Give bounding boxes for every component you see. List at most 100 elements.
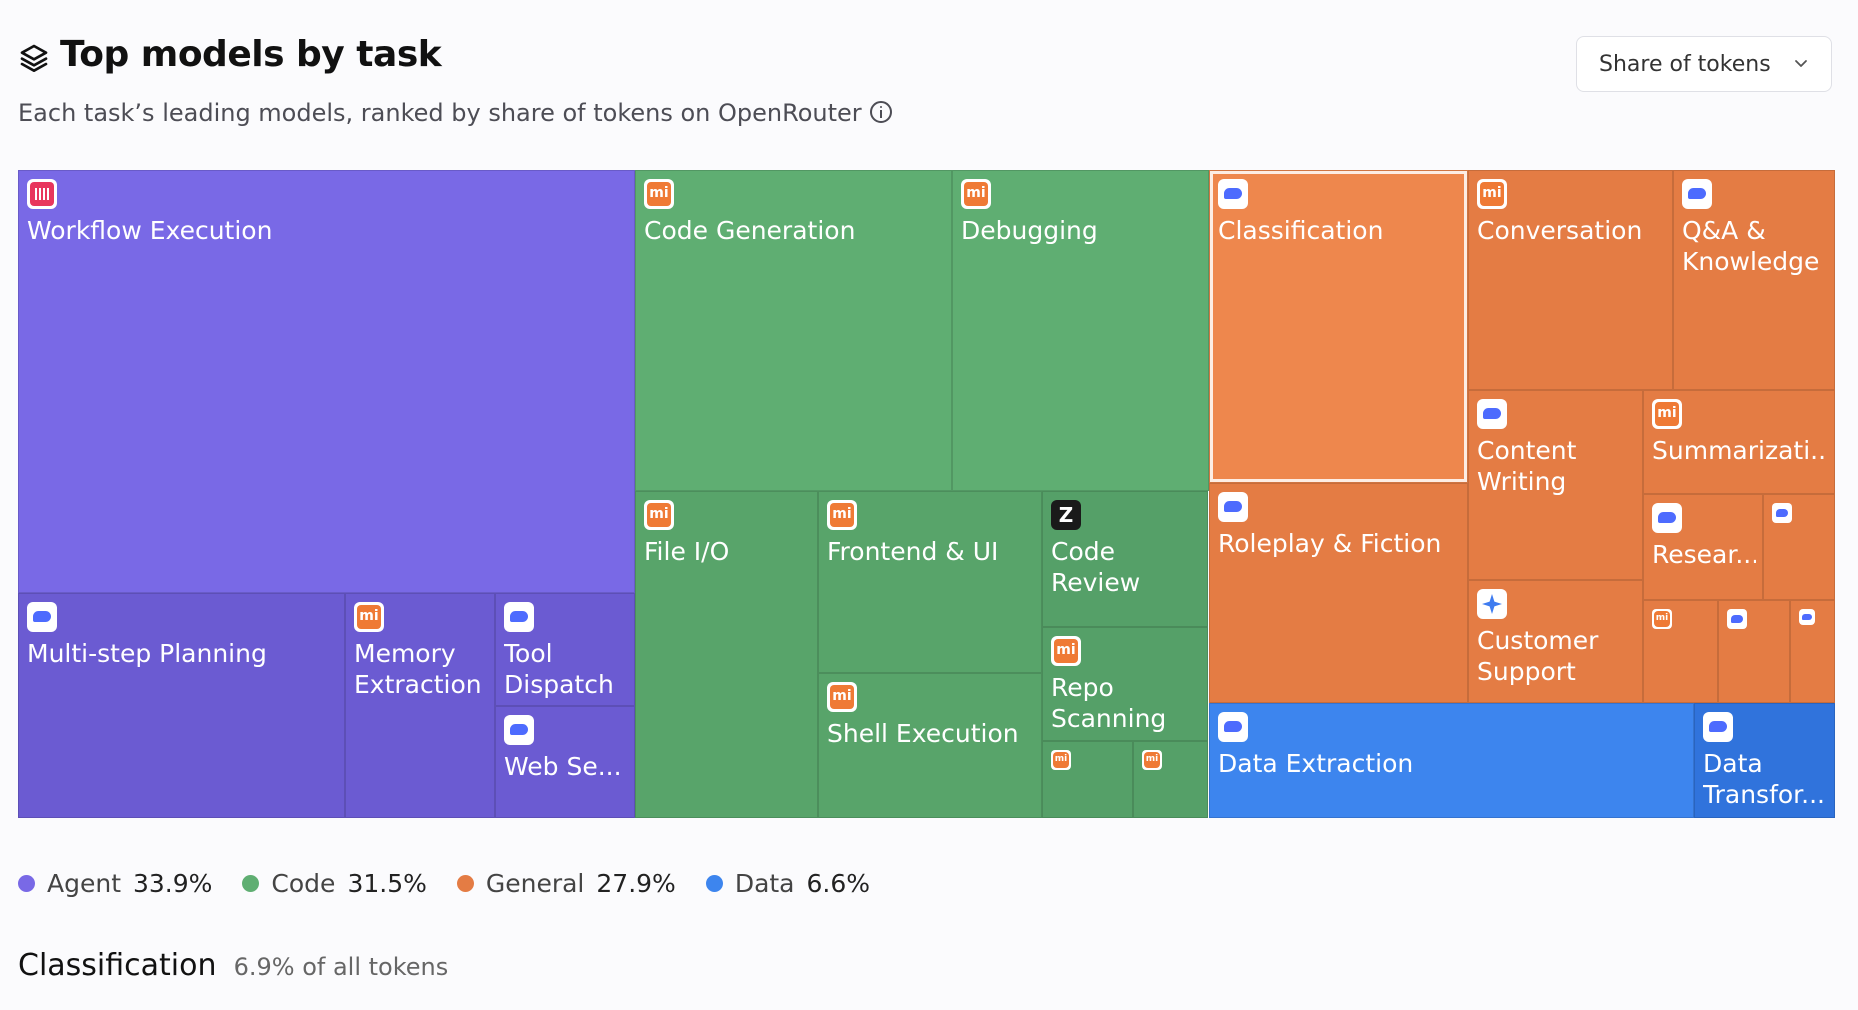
treemap-tile-conversation[interactable]: Conversation — [1468, 170, 1673, 390]
legend-dot — [18, 874, 35, 892]
treemap-tile-web-se[interactable]: Web Se... — [495, 706, 635, 818]
tile-label: Summarizati... — [1652, 436, 1828, 465]
metric-select-value: Share of tokens — [1599, 52, 1771, 77]
treemap-tile-small-12[interactable] — [1042, 741, 1133, 818]
deepseek-whale-icon — [1727, 609, 1747, 629]
deepseek-whale-icon — [1703, 712, 1733, 742]
treemap-tile-memory-extraction[interactable]: Memory Extraction — [345, 593, 495, 818]
treemap-tile-tool-dispatch[interactable]: Tool Dispatch — [495, 593, 635, 706]
tile-label: Customer Support — [1477, 626, 1599, 686]
tile-label: Code Generation — [644, 216, 856, 245]
layers-icon — [20, 44, 48, 72]
treemap-chart: Workflow Execution Multi-step Planning Mem… — [18, 170, 1835, 818]
tile-label: Q&A & Knowledge — [1682, 216, 1820, 276]
selected-task-share: 6.9% of all tokens — [233, 953, 449, 981]
tile-label: Frontend & UI — [827, 537, 999, 566]
deepseek-whale-icon — [1682, 179, 1712, 209]
treemap-tile-file-i-o[interactable]: File I/O — [635, 491, 818, 818]
xiaomi-mi-icon — [354, 602, 384, 632]
deepseek-whale-icon — [1799, 609, 1815, 625]
tile-label: Data Extraction — [1218, 749, 1414, 778]
treemap-tile-multi-step-planning[interactable]: Multi-step Planning — [18, 593, 345, 818]
legend-label: Code — [271, 868, 336, 898]
deepseek-whale-icon — [27, 602, 57, 632]
xiaomi-mi-icon — [1142, 750, 1162, 770]
zai-z-icon — [1051, 500, 1081, 530]
legend-value: 27.9% — [596, 868, 676, 898]
info-icon[interactable] — [869, 101, 892, 123]
legend-dot — [456, 874, 474, 892]
tile-label: Tool Dispatch — [504, 639, 614, 699]
treemap-tile-shell-execution[interactable]: Shell Execution — [818, 673, 1042, 818]
xiaomi-mi-icon — [644, 500, 674, 530]
deepseek-whale-icon — [1218, 179, 1248, 209]
tile-label: Classification — [1218, 216, 1384, 245]
treemap-tile-roleplay-fiction[interactable]: Roleplay & Fiction — [1209, 483, 1468, 703]
deepseek-whale-icon — [1218, 712, 1248, 742]
treemap-tile-data-transfor[interactable]: Data Transfor... — [1694, 703, 1835, 818]
tile-label: Workflow Execution — [27, 216, 273, 245]
tile-label: Multi-step Planning — [27, 639, 267, 668]
treemap-tile-q-a-knowledge[interactable]: Q&A & Knowledge — [1673, 170, 1835, 390]
deepseek-whale-icon — [1477, 399, 1507, 429]
tile-label: Code Review — [1051, 537, 1141, 597]
legend-value: 31.5% — [347, 868, 427, 898]
tile-label: Roleplay & Fiction — [1218, 529, 1442, 558]
selected-task-summary: Classification 6.9% of all tokens — [18, 948, 448, 983]
subtitle-text: Each task’s leading models, ranked by sh… — [18, 99, 862, 127]
treemap-tile-resear[interactable]: Resear... — [1643, 494, 1763, 600]
tile-label: Web Se... — [504, 752, 622, 781]
xiaomi-mi-icon — [1051, 636, 1081, 666]
voice-wave-icon — [27, 179, 57, 209]
deepseek-whale-icon — [504, 715, 534, 745]
tile-label: File I/O — [644, 537, 730, 566]
treemap-tile-repo-scanning[interactable]: Repo Scanning — [1042, 627, 1208, 741]
xiaomi-mi-icon — [1477, 179, 1507, 209]
xiaomi-mi-icon — [644, 179, 674, 209]
treemap-tile-summarizati[interactable]: Summarizati... — [1643, 390, 1835, 494]
page-subtitle: Each task’s leading models, ranked by sh… — [18, 99, 892, 127]
tile-label: Conversation — [1477, 216, 1643, 245]
xiaomi-mi-icon — [827, 500, 857, 530]
tile-label: Shell Execution — [827, 719, 1019, 748]
page-title: Top models by task — [60, 34, 442, 75]
deepseek-whale-icon — [1652, 503, 1682, 533]
treemap-tile-customer-support[interactable]: Customer Support — [1468, 580, 1643, 703]
deepseek-whale-icon — [1772, 503, 1792, 523]
metric-select[interactable]: Share of tokens — [1576, 36, 1832, 92]
treemap-tile-data-extraction[interactable]: Data Extraction — [1209, 703, 1694, 818]
chart-legend: Agent 33.9% Code 31.5% General 27.9% Data 6.6% — [18, 868, 900, 898]
treemap-tile-code-generation[interactable]: Code Generation — [635, 170, 952, 491]
xiaomi-mi-icon — [827, 682, 857, 712]
legend-value: 33.9% — [133, 868, 213, 898]
legend-dot — [242, 874, 260, 892]
legend-value: 6.6% — [806, 868, 871, 898]
xiaomi-mi-icon — [1652, 609, 1672, 629]
tile-label: Resear... — [1652, 540, 1756, 569]
tile-label: Content Writing — [1477, 436, 1577, 496]
treemap-tile-small-21[interactable] — [1763, 494, 1835, 600]
chevron-down-icon — [1795, 60, 1807, 67]
tile-label: Data Transfor... — [1703, 749, 1825, 809]
treemap-tile-classification[interactable]: Classification — [1209, 170, 1468, 483]
tile-label: Repo Scanning — [1051, 673, 1167, 733]
treemap-tile-code-review[interactable]: Code Review — [1042, 491, 1208, 627]
treemap-tile-debugging[interactable]: Debugging — [952, 170, 1209, 491]
treemap-tile-frontend-ui[interactable]: Frontend & UI — [818, 491, 1042, 673]
treemap-tile-content-writing[interactable]: Content Writing — [1468, 390, 1643, 580]
treemap-tile-workflow-execution[interactable]: Workflow Execution — [18, 170, 635, 593]
treemap-tile-small-25[interactable] — [1790, 600, 1835, 703]
treemap-tile-small-23[interactable] — [1643, 600, 1718, 703]
treemap-tile-small-13[interactable] — [1133, 741, 1208, 818]
legend-item-code: Code 31.5% — [242, 868, 427, 898]
tile-label: Debugging — [961, 216, 1098, 245]
deepseek-whale-icon — [1218, 492, 1248, 522]
legend-item-data: Data 6.6% — [705, 868, 871, 898]
legend-label: Agent — [47, 868, 121, 898]
selected-task-title: Classification — [18, 948, 217, 983]
gemini-sparkle-icon — [1477, 589, 1507, 619]
treemap-tile-small-24[interactable] — [1718, 600, 1790, 703]
legend-item-agent: Agent 33.9% — [18, 869, 212, 898]
legend-label: Data — [734, 868, 795, 898]
legend-label: General — [485, 868, 585, 898]
